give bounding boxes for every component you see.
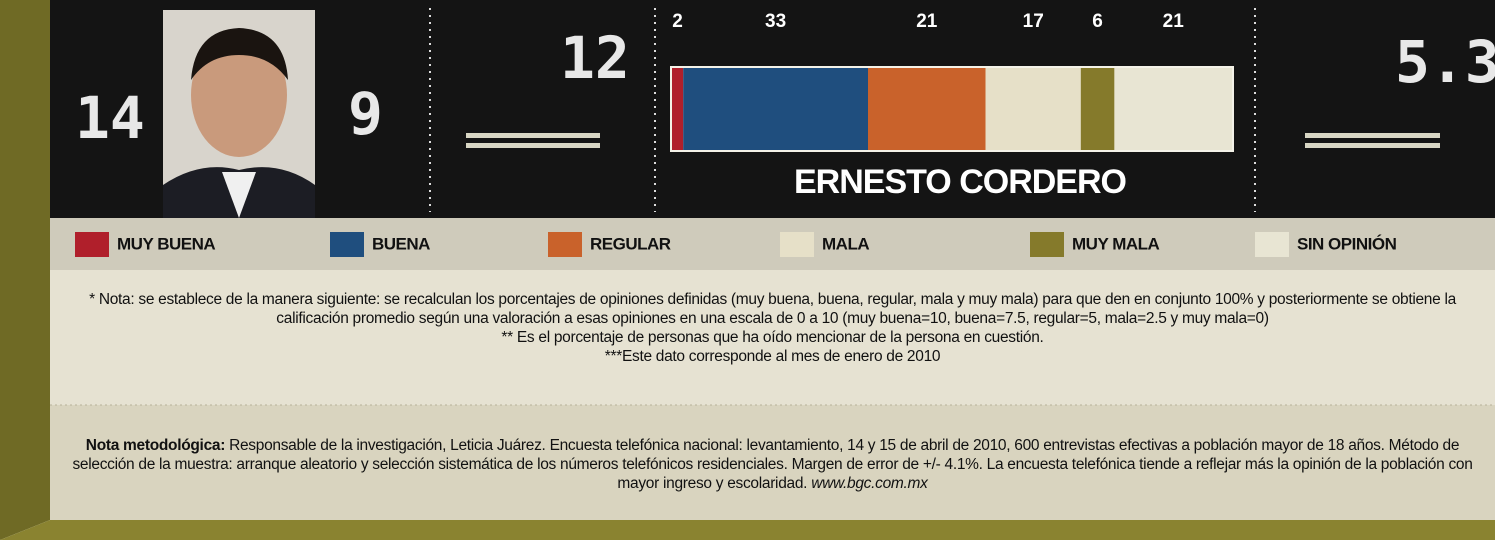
note: ** Es el porcentaje de personas que ha o…: [501, 329, 1044, 346]
legend-label: SIN OPINIÓN: [1297, 234, 1397, 253]
data-label: 17: [1023, 11, 1044, 32]
value-a: 9: [348, 80, 383, 148]
notes: * Nota: se establece de la manera siguie…: [55, 290, 1490, 366]
rank: 14: [75, 84, 145, 152]
notes-box: [50, 270, 1495, 405]
bar-segment: [985, 68, 1081, 150]
method-box: [50, 405, 1495, 520]
bar-segment: [1080, 68, 1115, 150]
photo: [163, 10, 315, 218]
legend-swatch: [75, 232, 109, 257]
separators: [429, 8, 1256, 212]
legend-label: REGULAR: [590, 234, 671, 253]
method-url: www.bgc.com.mx: [811, 475, 928, 492]
data-label: 21: [916, 11, 938, 32]
data-label: 33: [765, 11, 786, 32]
legend-swatch: [330, 232, 364, 257]
bar-segment: [1114, 68, 1232, 150]
data-label: 21: [1163, 11, 1185, 32]
legend-swatch: [1030, 232, 1064, 257]
legend-label: MALA: [822, 234, 869, 253]
legend-swatch: [1255, 232, 1289, 257]
legend-strip: [50, 218, 1495, 270]
data-label: 2: [672, 11, 683, 32]
bar-segment: [683, 68, 868, 150]
rule-marks: [466, 133, 1440, 148]
method-text: Responsable de la investigación, Leticia…: [72, 437, 1473, 492]
legend-label: MUY MALA: [1072, 234, 1160, 253]
data-label: 6: [1092, 11, 1103, 32]
method-lead: Nota metodológica:: [85, 437, 226, 454]
bar-segment: [672, 68, 684, 150]
bevel-bottom: [0, 520, 1495, 540]
note: * Nota: se establece de la manera siguie…: [89, 291, 1456, 327]
legend-swatch: [780, 232, 814, 257]
chart-title: ERNESTO CORDERO: [794, 163, 1127, 201]
bar-segment: [868, 68, 986, 150]
legend-label: BUENA: [372, 234, 430, 253]
methodology: Nota metodológica: Responsable de la inv…: [70, 436, 1475, 493]
note: ***Este dato corresponde al mes de enero…: [604, 348, 941, 365]
legend-swatch: [548, 232, 582, 257]
value-b: 12: [560, 24, 630, 92]
score: 5.3: [1395, 28, 1495, 96]
bevel-left: [0, 0, 50, 540]
legend-label: MUY BUENA: [117, 234, 215, 253]
